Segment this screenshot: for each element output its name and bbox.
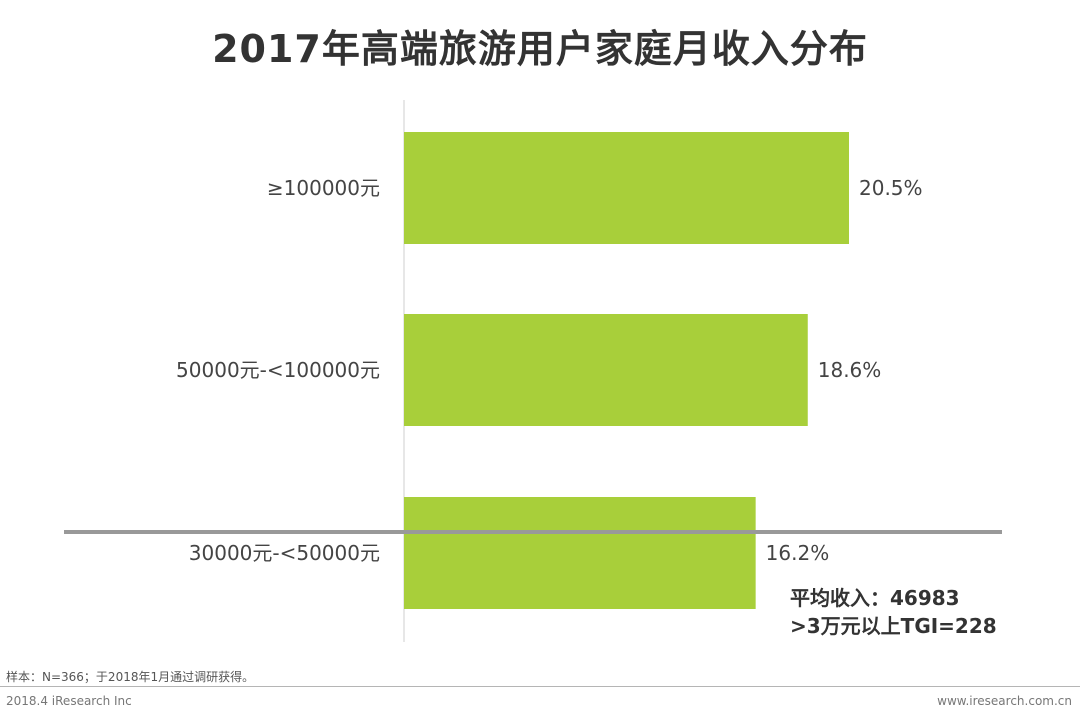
website-link[interactable]: www.iresearch.com.cn [937,694,1072,708]
category-label-0: ≥100000元 [267,176,380,200]
footer-divider [0,686,1080,687]
value-label-2: 16.2% [766,541,830,565]
bar-1 [404,314,808,426]
bar-chart: ≥100000元 20.5% 50000元-<100000元 18.6% 30000元-… [64,100,1002,642]
bar-2 [404,497,756,609]
average-income-text: 平均收入：46983 [790,586,960,610]
chart-title: 2017年高端旅游用户家庭月收入分布 [212,27,868,71]
value-label-1: 18.6% [818,358,882,382]
category-label-1: 50000元-<100000元 [176,358,380,382]
bars-group: ≥100000元 20.5% 50000元-<100000元 18.6% 30000元-… [176,132,923,609]
value-label-0: 20.5% [859,176,923,200]
bar-0 [404,132,849,244]
summary-note: 平均收入：46983 >3万元以上TGI=228 [790,584,997,640]
copyright-text: 2018.4 iResearch Inc [6,694,132,708]
category-label-2: 30000元-<50000元 [189,541,380,565]
sample-footnote: 样本：N=366；于2018年1月通过调研获得。 [6,670,255,684]
tgi-text: >3万元以上TGI=228 [790,614,997,638]
